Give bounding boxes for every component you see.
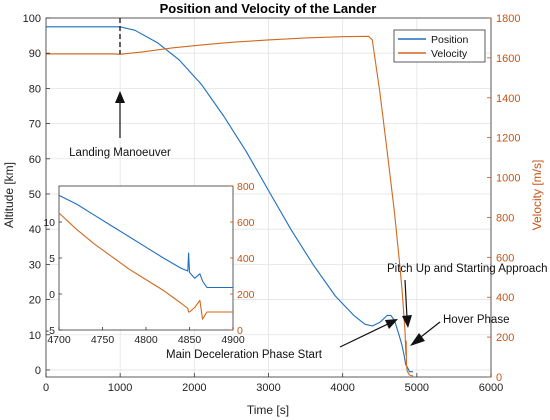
annotation-arrowhead-main-decel: [385, 319, 398, 329]
legend-label-position: Position: [431, 34, 469, 46]
inset-x-tick-label: 4900: [221, 334, 245, 346]
y-left-tick-label: 0: [35, 365, 41, 377]
x-tick-label: 3000: [256, 382, 280, 394]
inset-series-layer: [58, 194, 233, 320]
annotation-arrowhead-landing: [115, 91, 125, 103]
legend: Position Velocity: [393, 29, 486, 63]
y-right-tick-label: 600: [496, 252, 514, 264]
y-right-tick-label: 0: [496, 372, 502, 384]
tick-layer: 0 1000 2000 3000 4000 5000 6000010203040506070…: [23, 13, 521, 394]
y-left-tick-label: 100: [23, 13, 41, 25]
inset-y-right-tick-label: 400: [237, 253, 255, 265]
legend-label-velocity: Velocity: [431, 48, 468, 60]
legend-box: [393, 29, 486, 63]
series-line-position: [46, 26, 414, 373]
y-right-tick-label: 400: [496, 292, 514, 304]
inset-y-right-tick-label: 200: [237, 289, 255, 301]
inset-y-left-tick-label: 0: [49, 289, 55, 301]
y-left-tick-label: 80: [29, 83, 41, 95]
annotation-arrow-main-decel: [339, 321, 393, 348]
inset-y-right-tick-label: 800: [237, 181, 255, 193]
x-tick-label: 6000: [479, 382, 503, 394]
y-left-tick-label: 10: [29, 330, 41, 342]
y-left-tick-label: 90: [29, 48, 41, 60]
inset-y-right-tick-label: 0: [237, 325, 243, 337]
y-right-tick-label: 1200: [496, 133, 520, 145]
series-line-velocity: [46, 35, 414, 377]
y-left-tick-label: 40: [29, 224, 41, 236]
y-left-tick-label: 50: [29, 189, 41, 201]
x-tick-label: 4000: [330, 382, 354, 394]
x-tick-label: 0: [43, 382, 49, 394]
y-left-tick-label: 30: [29, 259, 41, 271]
y-right-tick-label: 1000: [496, 173, 520, 185]
y-right-tick-label: 800: [496, 212, 514, 224]
y-axis-label-left: Altitude [km]: [2, 162, 16, 228]
y-right-tick-label: 200: [496, 332, 514, 344]
annotation-arrowhead-pitch-up: [402, 315, 412, 328]
inset-series-line-velocity: [58, 212, 233, 320]
y-left-tick-label: 20: [29, 295, 41, 307]
inset-x-tick-label: 4800: [134, 334, 158, 346]
y-right-tick-label: 1400: [496, 93, 520, 105]
x-tick-label: 5000: [405, 382, 429, 394]
inset-x-tick-label: 4700: [47, 334, 71, 346]
annotation-arrow-pitch-up: [404, 279, 408, 319]
x-tick-label: 2000: [182, 382, 206, 394]
x-tick-label: 1000: [108, 382, 132, 394]
inset-x-tick-label: 4750: [91, 334, 115, 346]
inset-y-right-tick-label: 600: [237, 217, 255, 229]
inset-x-tick-label: 4850: [178, 334, 202, 346]
inset-series-line-position: [58, 194, 233, 289]
annotation-arrowhead-hover: [410, 333, 425, 346]
grid: [45, 17, 492, 377]
annotation-pitch-up: Pitch Up and Starting Approach: [387, 263, 547, 275]
y-right-tick-label: 1600: [496, 53, 520, 65]
inset-tick-layer: 4700 4750 4800 4850 4900 -5 0 5 10 0 200 400 600 800: [43, 181, 254, 346]
inset-plot-area: [58, 185, 234, 331]
y-left-tick-label: 60: [29, 154, 41, 166]
y-right-tick-label: 1800: [496, 13, 520, 25]
inset-y-left-tick-label: 5: [49, 253, 55, 265]
inset-chart: 4700 4750 4800 4850 4900 -5 0 5 10 0 200 400 600 800: [43, 181, 254, 346]
annotation-hover-phase: Hover Phase: [443, 314, 509, 326]
x-axis-label: Time [s]: [247, 403, 289, 417]
annotation-main-deceleration: Main Deceleration Phase Start: [166, 349, 323, 361]
annotation-landing-manoeuver: Landing Manoeuver: [69, 147, 171, 159]
y-axis-label-right: Velocity [m/s]: [530, 160, 544, 231]
series-layer: [46, 26, 414, 377]
inset-y-left-tick-label: 10: [43, 217, 55, 229]
y-left-tick-label: 70: [29, 119, 41, 131]
annotation-layer: Landing Manoeuver Pitch Up and Starting …: [69, 91, 547, 361]
inset-y-left-tick-label: -5: [46, 325, 55, 337]
chart-title: Position and Velocity of the Lander: [160, 1, 377, 16]
